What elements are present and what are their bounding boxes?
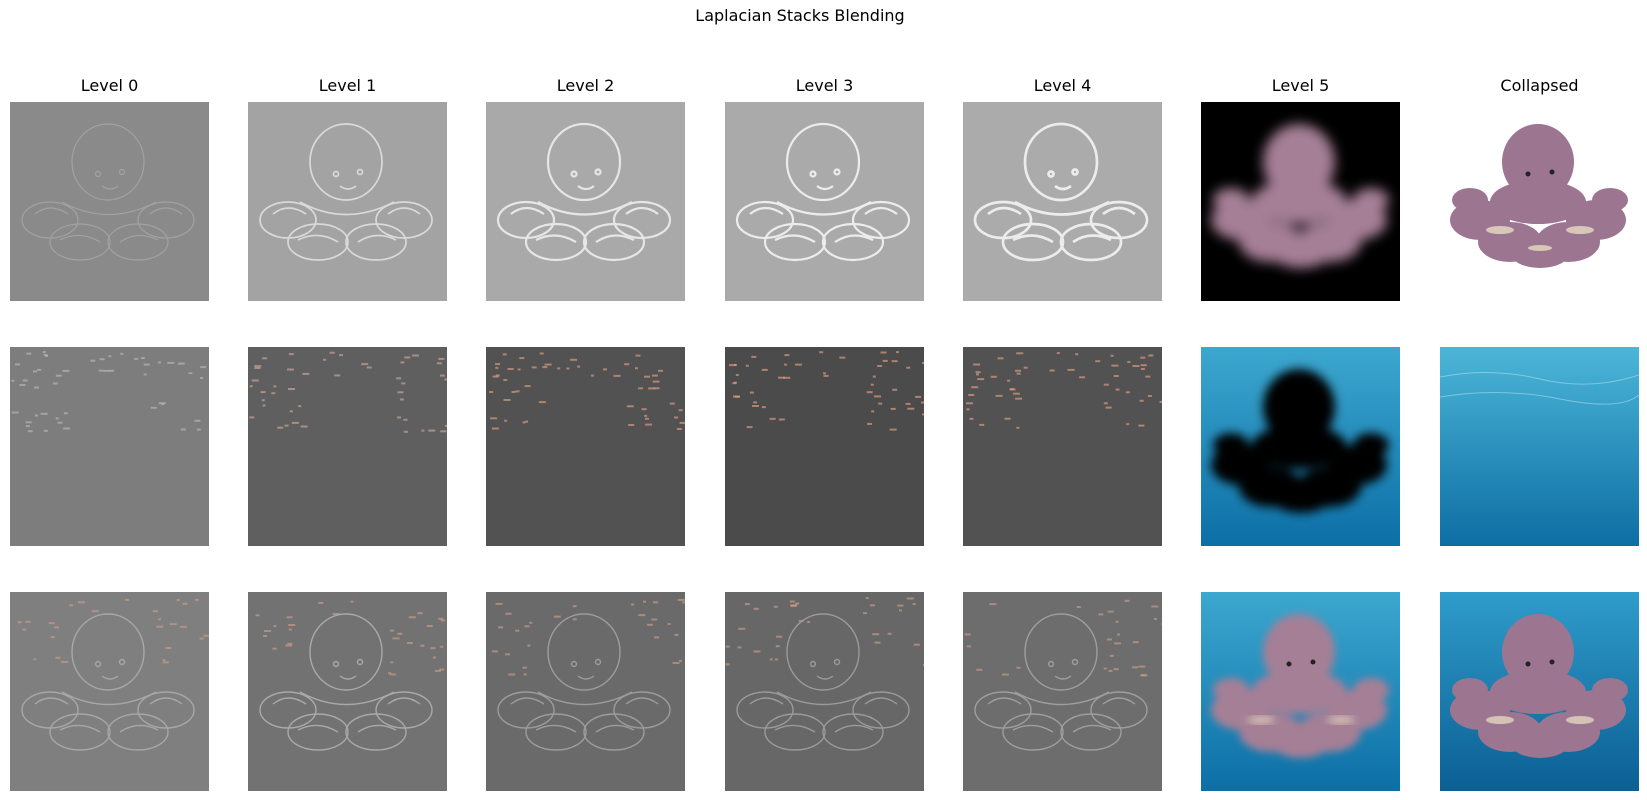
octopus-stack-image-1 [248, 102, 447, 301]
blended-stack-cell-0 [10, 592, 209, 791]
water-stack-cell-3 [725, 347, 924, 546]
water-stack-image-3 [725, 347, 924, 546]
octopus-stack-cell-3 [725, 102, 924, 301]
octopus-stack-cell-0 [10, 102, 209, 301]
water-stack-cell-5 [1201, 347, 1400, 546]
octopus-stack-cell-6 [1440, 102, 1639, 301]
octopus-stack-cell-2 [486, 102, 685, 301]
column-title-4: Level 4 [1033, 76, 1092, 95]
blended-stack-image-1 [248, 592, 447, 791]
figure-title: Laplacian Stacks Blending [695, 6, 905, 25]
blended-stack-image-3 [725, 592, 924, 791]
water-stack-cell-6 [1440, 347, 1639, 546]
blended-stack-cell-6 [1440, 592, 1639, 791]
octopus-stack-image-4 [963, 102, 1162, 301]
water-stack-cell-0 [10, 347, 209, 546]
water-stack-cell-4 [963, 347, 1162, 546]
water-stack-cell-2 [486, 347, 685, 546]
blended-stack-image-4 [963, 592, 1162, 791]
blended-stack-cell-5 [1201, 592, 1400, 791]
water-stack-image-6 [1440, 347, 1639, 546]
blended-stack-image-6 [1440, 592, 1639, 791]
octopus-stack-cell-1 [248, 102, 447, 301]
water-stack-image-4 [963, 347, 1162, 546]
water-stack-image-1 [248, 347, 447, 546]
water-stack-cell-1 [248, 347, 447, 546]
column-title-5: Level 5 [1271, 76, 1330, 95]
column-title-1: Level 1 [318, 76, 377, 95]
octopus-stack-cell-5 [1201, 102, 1400, 301]
water-stack-image-0 [10, 347, 209, 546]
blended-stack-image-2 [486, 592, 685, 791]
octopus-stack-image-5 [1201, 102, 1400, 301]
blended-stack-cell-2 [486, 592, 685, 791]
column-title-3: Level 3 [795, 76, 854, 95]
blended-stack-cell-4 [963, 592, 1162, 791]
water-stack-image-5 [1201, 347, 1400, 546]
column-title-6: Collapsed [1500, 76, 1579, 95]
column-title-2: Level 2 [556, 76, 615, 95]
octopus-stack-image-6 [1440, 102, 1639, 301]
water-stack-image-2 [486, 347, 685, 546]
blended-stack-cell-1 [248, 592, 447, 791]
octopus-stack-image-0 [10, 102, 209, 301]
octopus-stack-image-2 [486, 102, 685, 301]
blended-stack-image-5 [1201, 592, 1400, 791]
blended-stack-image-0 [10, 592, 209, 791]
column-title-0: Level 0 [80, 76, 139, 95]
octopus-stack-image-3 [725, 102, 924, 301]
blended-stack-cell-3 [725, 592, 924, 791]
octopus-stack-cell-4 [963, 102, 1162, 301]
